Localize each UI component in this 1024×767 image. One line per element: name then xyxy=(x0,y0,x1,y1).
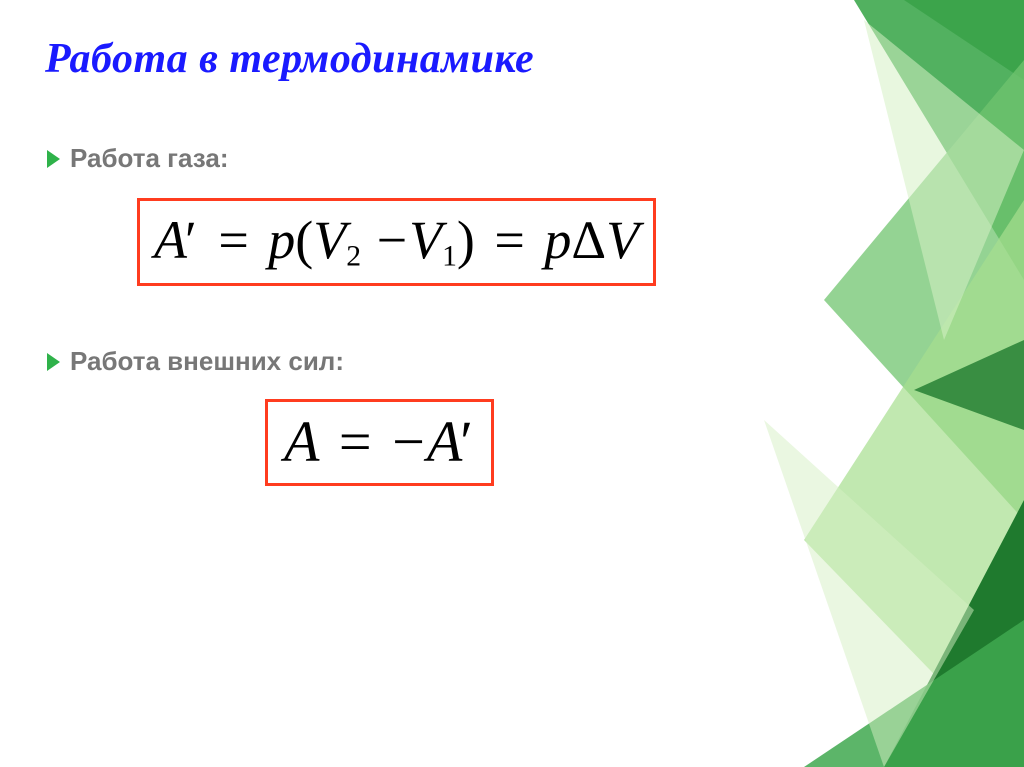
formula-gas: A′ = p(V2 −V1) = pΔV xyxy=(154,210,639,270)
bullet-external-label: Работа внешних сил: xyxy=(70,346,344,377)
sym-V1: V xyxy=(409,210,442,270)
sym-prime: ′ xyxy=(460,409,473,474)
sym-p: p xyxy=(268,210,295,270)
sym-minus: − xyxy=(375,210,409,270)
bullet-external-work: Работа внешних сил: xyxy=(47,346,964,377)
slide-title: Работа в термодинамике xyxy=(45,35,964,83)
sym-sub2: 2 xyxy=(346,240,361,272)
formula-box-gas: A′ = p(V2 −V1) = pΔV xyxy=(137,198,656,286)
sym-equals2: = xyxy=(488,210,530,270)
sym-equals: = xyxy=(212,210,254,270)
sym-equals: = xyxy=(333,409,378,474)
chevron-right-icon xyxy=(47,353,60,371)
formula-box-external: A = −A′ xyxy=(265,399,494,486)
sym-delta: Δ xyxy=(571,210,606,270)
decorative-triangles xyxy=(764,0,1024,767)
chevron-right-icon xyxy=(47,150,60,168)
sym-rparen: ) xyxy=(457,210,475,270)
sym-prime: ′ xyxy=(185,210,197,270)
sym-negative: − xyxy=(392,409,427,474)
formula-external: A = −A′ xyxy=(284,409,473,474)
sym-lparen: ( xyxy=(295,210,313,270)
slide: Работа в термодинамике Работа газа: A′ =… xyxy=(0,0,1024,767)
bullet-gas-work: Работа газа: xyxy=(47,143,964,174)
sym-sub1: 1 xyxy=(442,240,457,272)
sym-p2: p xyxy=(544,210,571,270)
sym-A2: A xyxy=(427,409,462,474)
sym-V: V xyxy=(313,210,346,270)
sym-A: A xyxy=(284,409,318,474)
bullet-gas-label: Работа газа: xyxy=(70,143,228,174)
sym-A: A xyxy=(154,210,187,270)
sym-Vd: V xyxy=(606,210,639,270)
